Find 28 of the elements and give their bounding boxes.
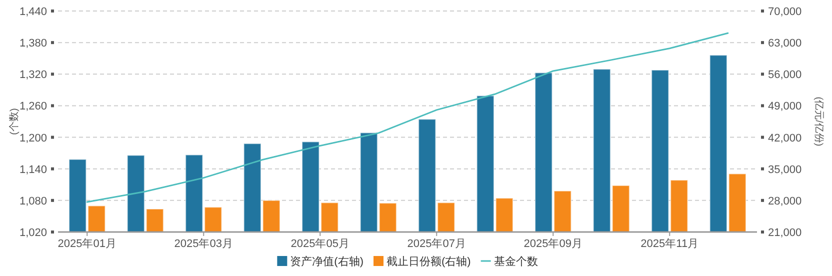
line-series xyxy=(86,32,729,203)
y2-axis-title: (亿元/亿份) xyxy=(813,96,824,146)
legend-label: 基金个数 xyxy=(494,255,538,268)
y2-tick-label: 56,000 xyxy=(768,69,802,82)
y-tick-label: 1,260 xyxy=(19,100,47,113)
y-tick-label: 1,320 xyxy=(19,69,47,82)
y-tick-label: 1,020 xyxy=(19,227,47,239)
y2-tick-label: 21,000 xyxy=(768,227,802,239)
y-tick-label: 1,140 xyxy=(19,164,47,176)
y2-tick-label: 35,000 xyxy=(768,164,802,176)
x-tick-label: 2025年09月 xyxy=(524,238,582,250)
y-tick-label: 1,380 xyxy=(19,38,47,50)
legend-label: 资产净值(右轴) xyxy=(290,255,364,268)
y2-tick-label: 70,000 xyxy=(768,6,802,18)
x-tick-label: 2025年11月 xyxy=(640,238,699,250)
y2-tick-label: 63,000 xyxy=(768,38,802,50)
legend-label: 截止日份额(右轴) xyxy=(386,255,471,268)
x-tick-label: 2025年03月 xyxy=(174,238,233,250)
x-tick-label: 2025年01月 xyxy=(58,238,116,250)
y2-tick-label: 28,000 xyxy=(768,195,802,208)
y-axis-title: (个数) xyxy=(8,108,20,135)
y-tick-label: 1,200 xyxy=(19,132,47,144)
x-tick-label: 2025年07月 xyxy=(407,238,466,250)
y-tick-label: 1,440 xyxy=(19,6,47,18)
x-tick-label: 2025年05月 xyxy=(290,238,350,250)
y2-tick-label: 42,000 xyxy=(768,132,802,144)
y2-tick-label: 49,000 xyxy=(768,100,802,113)
y-tick-label: 1,080 xyxy=(19,195,47,208)
